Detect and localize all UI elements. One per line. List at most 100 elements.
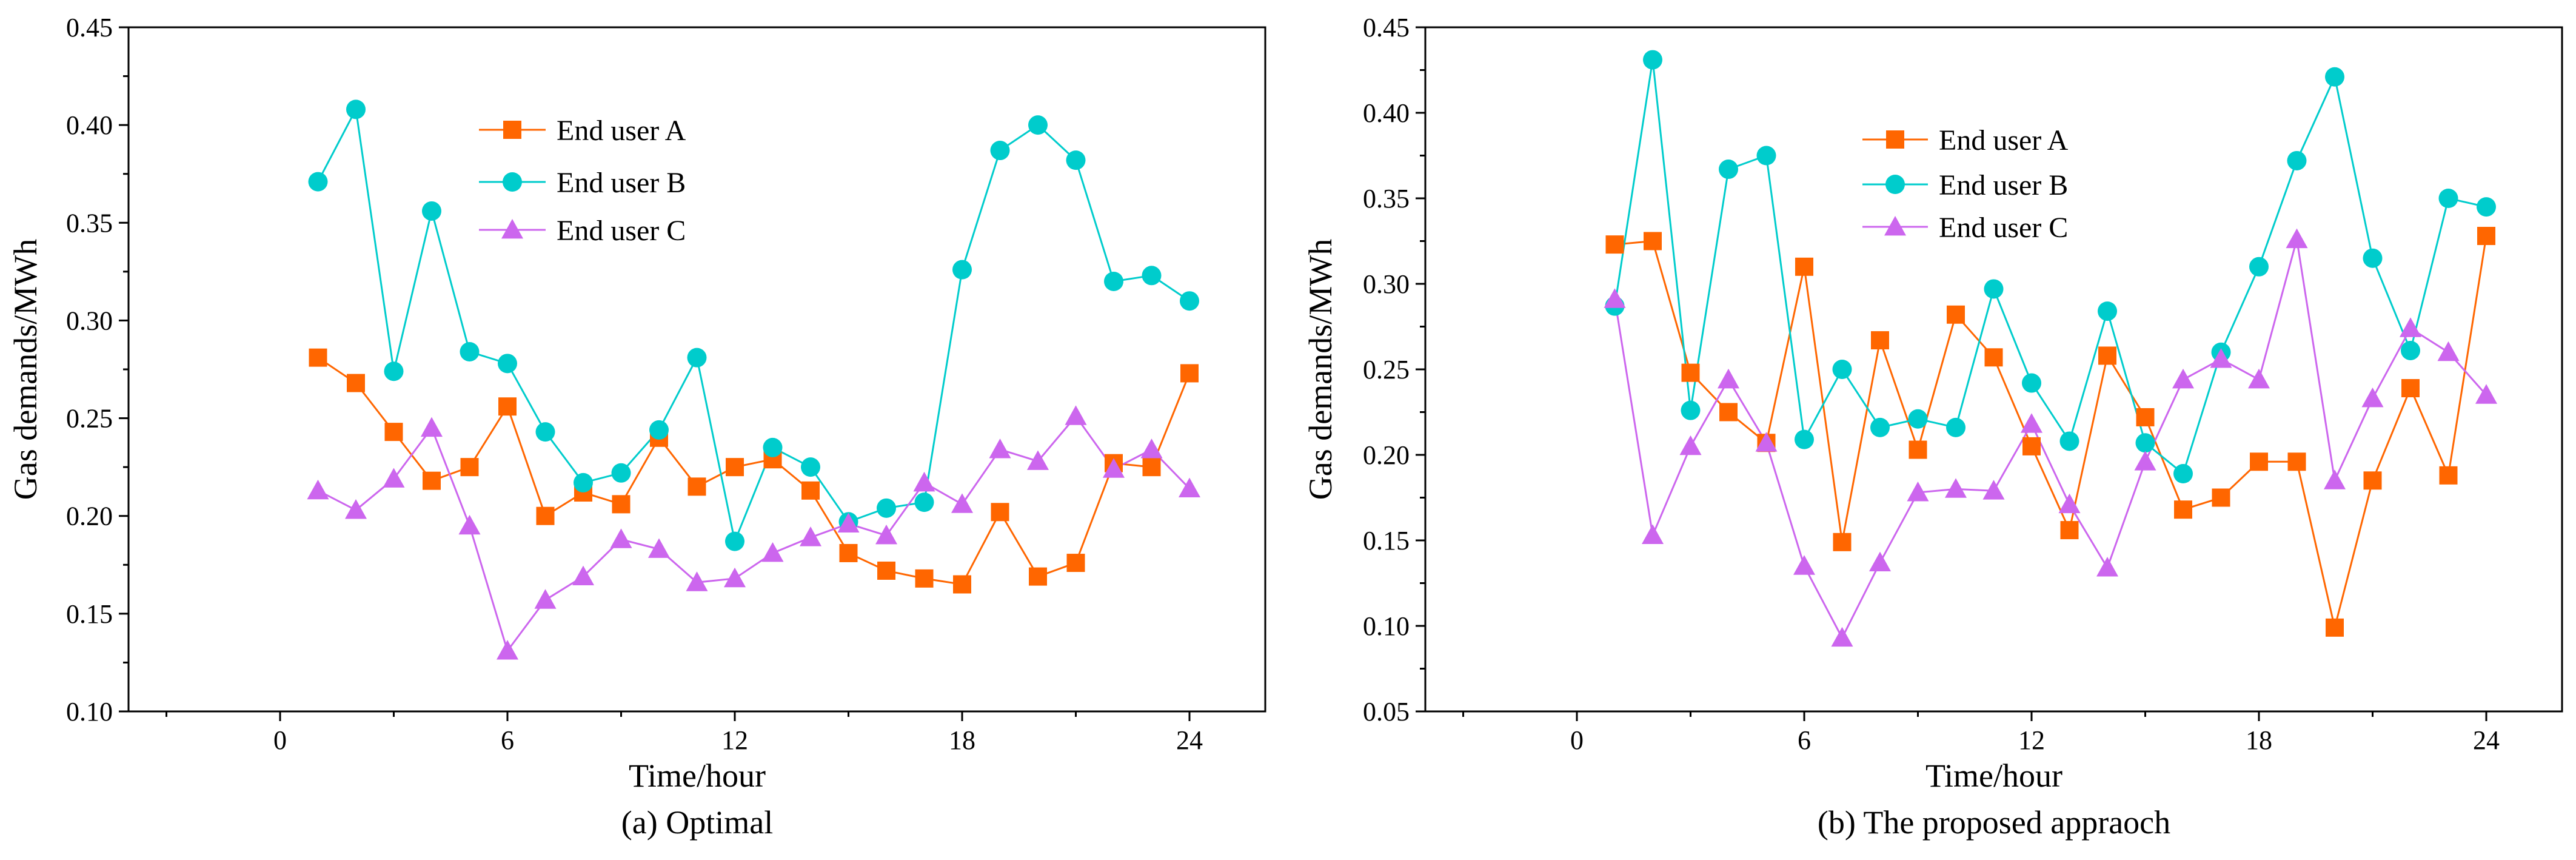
data-point-a-user-c <box>875 524 897 545</box>
data-point-b-user-a <box>1984 348 2003 367</box>
legend-marker-a-user-b <box>503 172 522 192</box>
legend-a: End user A End user B End user C <box>479 115 686 247</box>
data-point-a-user-b <box>687 348 707 368</box>
series-line-b-user-c <box>1614 239 2487 640</box>
legend-symbol-b-user-c <box>1884 216 1906 236</box>
data-point-a-user-b <box>649 420 669 440</box>
data-point-b-user-b <box>1643 50 1662 70</box>
data-point-a-user-b <box>535 422 555 442</box>
data-point-a-user-b <box>1066 150 1086 170</box>
data-point-b-user-b <box>2287 150 2307 170</box>
data-point-a-user-a <box>536 506 555 525</box>
data-point-b-user-a <box>2401 379 2420 398</box>
data-point-a-user-c <box>307 479 329 500</box>
data-point-b-user-c <box>1831 627 1853 647</box>
data-point-b-user-a <box>2287 452 2306 471</box>
data-point-a-user-a <box>1180 364 1199 383</box>
data-point-a-user-b <box>1028 115 1048 135</box>
data-point-a-user-a <box>612 495 631 514</box>
data-point-b-user-b <box>1946 417 1965 437</box>
data-point-b-user-c <box>1642 524 1664 544</box>
ticks-b: 0 6 12 18 24 0.05 0.10 0.15 0.20 0.25 0.30 0.35 0.40… <box>1363 13 2500 755</box>
data-point-b-user-a <box>2250 452 2268 471</box>
x-axis-title-b: Time/hour <box>1925 758 2062 794</box>
data-point-b-user-a <box>1681 363 1700 382</box>
data-point-a-user-a <box>498 397 517 416</box>
data-point-a-user-b <box>725 531 744 551</box>
data-point-b-user-b <box>1756 146 1776 166</box>
data-point-b-user-b <box>2249 257 2269 277</box>
data-point-b-user-b <box>1719 160 1738 180</box>
data-point-b-user-c <box>2021 413 2042 433</box>
data-point-a-user-b <box>346 99 366 119</box>
data-point-b-user-a <box>2363 471 2382 490</box>
legend-label-b-user-c: End user C <box>1939 212 2068 244</box>
data-point-b-user-a <box>1719 403 1738 422</box>
data-point-a-user-b <box>763 437 783 457</box>
series-a <box>307 99 1200 660</box>
legend-symbol-a-user-c <box>501 219 523 239</box>
data-point-b-user-b <box>2363 248 2383 268</box>
data-point-a-user-c <box>686 571 708 591</box>
data-point-a-user-c <box>989 438 1011 459</box>
panel-b: 0 6 12 18 24 0.05 0.10 0.15 0.20 0.25 0.30 0.35 0.40… <box>1302 13 2563 841</box>
legend-label-a-user-c: End user C <box>557 215 686 247</box>
data-point-a-user-c <box>1179 477 1200 497</box>
data-point-a-user-b <box>574 472 593 492</box>
data-point-a-user-a <box>801 481 820 500</box>
y-tick-label-b: 0.35 <box>1363 184 1410 213</box>
data-point-a-user-a <box>1142 458 1161 477</box>
data-point-b-user-a <box>2326 618 2344 637</box>
x-tick-label-a: 18 <box>949 725 975 755</box>
data-point-a-user-a <box>726 458 744 477</box>
data-point-b-user-b <box>1681 400 1701 420</box>
y-tick-label-b: 0.45 <box>1363 13 1410 42</box>
series-b <box>1604 50 2497 647</box>
data-point-b-user-b <box>2325 67 2344 87</box>
ticks-a: 0 6 12 18 24 0.10 0.15 0.20 0.25 0.30 0.35 0.40 0.45 <box>66 13 1203 755</box>
data-point-b-user-a <box>1605 235 1624 254</box>
data-point-a-user-c <box>1140 438 1163 459</box>
data-point-a-user-b <box>877 498 896 518</box>
legend-b: End user A End user B End user C <box>1862 124 2069 244</box>
series-line-a-user-b <box>317 106 1190 545</box>
data-point-b-user-c <box>2058 493 2081 514</box>
data-point-a-user-c <box>383 468 405 488</box>
y-tick-label-a: 0.15 <box>66 599 113 629</box>
data-point-b-user-c <box>2437 341 2460 361</box>
data-point-b-user-a <box>1833 532 1852 551</box>
data-point-a-user-b <box>1142 266 1162 286</box>
y-tick-label-b: 0.40 <box>1363 98 1410 128</box>
legend-item-a-user-c: End user C <box>479 215 686 247</box>
data-point-b-user-b <box>2477 197 2496 217</box>
legend-marker-b-user-a <box>1886 130 1904 149</box>
y-axis-title-b: Gas demands/MWh <box>1302 239 1339 500</box>
y-tick-label-b: 0.30 <box>1363 269 1410 299</box>
data-point-b-user-b <box>1795 429 1814 449</box>
y-tick-label-a: 0.40 <box>66 110 113 140</box>
data-point-a-user-c <box>1065 405 1087 425</box>
data-point-a-user-b <box>422 201 441 221</box>
data-point-b-user-a <box>2212 488 2230 507</box>
data-point-a-user-c <box>951 493 973 513</box>
data-point-a-user-c <box>497 640 518 660</box>
data-point-a-user-b <box>308 172 328 192</box>
data-point-a-user-c <box>837 512 860 533</box>
y-tick-label-b: 0.25 <box>1363 355 1410 385</box>
data-point-a-user-b <box>460 341 480 361</box>
data-point-a-user-b <box>1104 271 1123 291</box>
panel-a: 0 6 12 18 24 0.10 0.15 0.20 0.25 0.30 0.35 0.40 0.45… <box>7 13 1266 841</box>
y-axis-title-a: Gas demands/MWh <box>7 239 44 500</box>
data-point-b-user-a <box>1644 232 1662 250</box>
legend-item-a-user-b: End user B <box>479 167 686 199</box>
data-point-a-user-a <box>384 423 403 442</box>
data-point-a-user-b <box>990 141 1010 161</box>
y-tick-label-a: 0.35 <box>66 208 113 238</box>
x-tick-label-a: 6 <box>501 725 514 755</box>
series-line-a-user-c <box>317 414 1191 653</box>
data-point-a-user-a <box>1029 567 1047 586</box>
data-point-b-user-b <box>1870 417 1890 437</box>
x-tick-label-b: 18 <box>2246 725 2272 755</box>
